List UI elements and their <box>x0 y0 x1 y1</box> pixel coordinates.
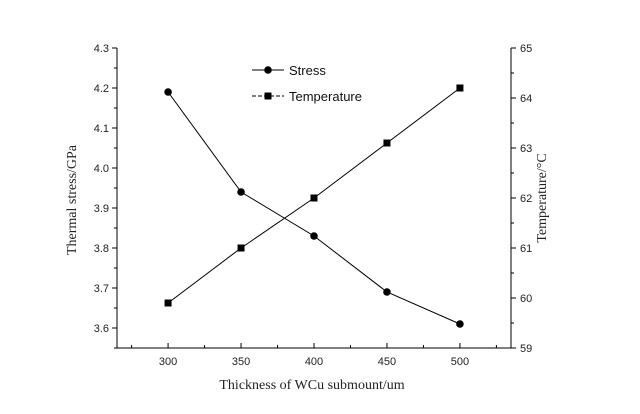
x-tick-label: 350 <box>232 356 250 368</box>
x-tick-label: 500 <box>451 356 469 368</box>
left-tick-label: 3.6 <box>94 323 109 335</box>
right-tick-label: 65 <box>520 43 532 55</box>
stress-point <box>237 188 245 196</box>
temperature-point <box>456 84 464 92</box>
legend-stress-label: Stress <box>289 63 326 78</box>
temperature-point <box>310 194 318 202</box>
left-tick-label: 3.9 <box>94 203 109 215</box>
left-tick-label: 4.1 <box>94 123 109 135</box>
ticks-group: 300 350 400 450 500 3.6 3.7 3.8 3.9 4.0 4.1 4.2 4.3 5… <box>94 43 533 368</box>
left-tick-label: 3.7 <box>94 283 109 295</box>
stress-point <box>164 88 172 96</box>
right-tick-label: 64 <box>520 93 532 105</box>
temperature-point <box>237 244 245 252</box>
left-tick-label: 4.0 <box>94 163 109 175</box>
left-tick-label: 4.2 <box>94 83 109 95</box>
right-tick-label: 60 <box>520 293 532 305</box>
left-tick-label: 3.8 <box>94 243 109 255</box>
stress-point <box>456 320 464 328</box>
x-axis-title: Thickness of WCu submount/um <box>219 378 404 393</box>
left-tick-label: 4.3 <box>94 43 109 55</box>
temperature-point <box>383 139 391 147</box>
right-tick-label: 63 <box>520 143 532 155</box>
legend-stress-marker <box>264 66 272 74</box>
right-axis-title: Temperature/°C <box>535 153 550 242</box>
right-tick-label: 59 <box>520 343 532 355</box>
x-tick-label: 450 <box>378 356 396 368</box>
right-tick-label: 61 <box>520 243 532 255</box>
stress-point <box>310 232 318 240</box>
legend-temperature-label: Temperature <box>289 89 362 104</box>
stress-point <box>383 288 391 296</box>
legend: Stress Temperature <box>252 63 362 104</box>
series-layer <box>164 84 464 328</box>
legend-temperature-marker <box>264 92 272 100</box>
stress-series-line <box>167 91 461 325</box>
x-tick-label: 400 <box>305 356 323 368</box>
right-tick-label: 62 <box>520 193 532 205</box>
x-tick-label: 300 <box>159 356 177 368</box>
temperature-point <box>164 299 172 307</box>
left-axis-title: Thermal stress/GPa <box>65 144 80 255</box>
